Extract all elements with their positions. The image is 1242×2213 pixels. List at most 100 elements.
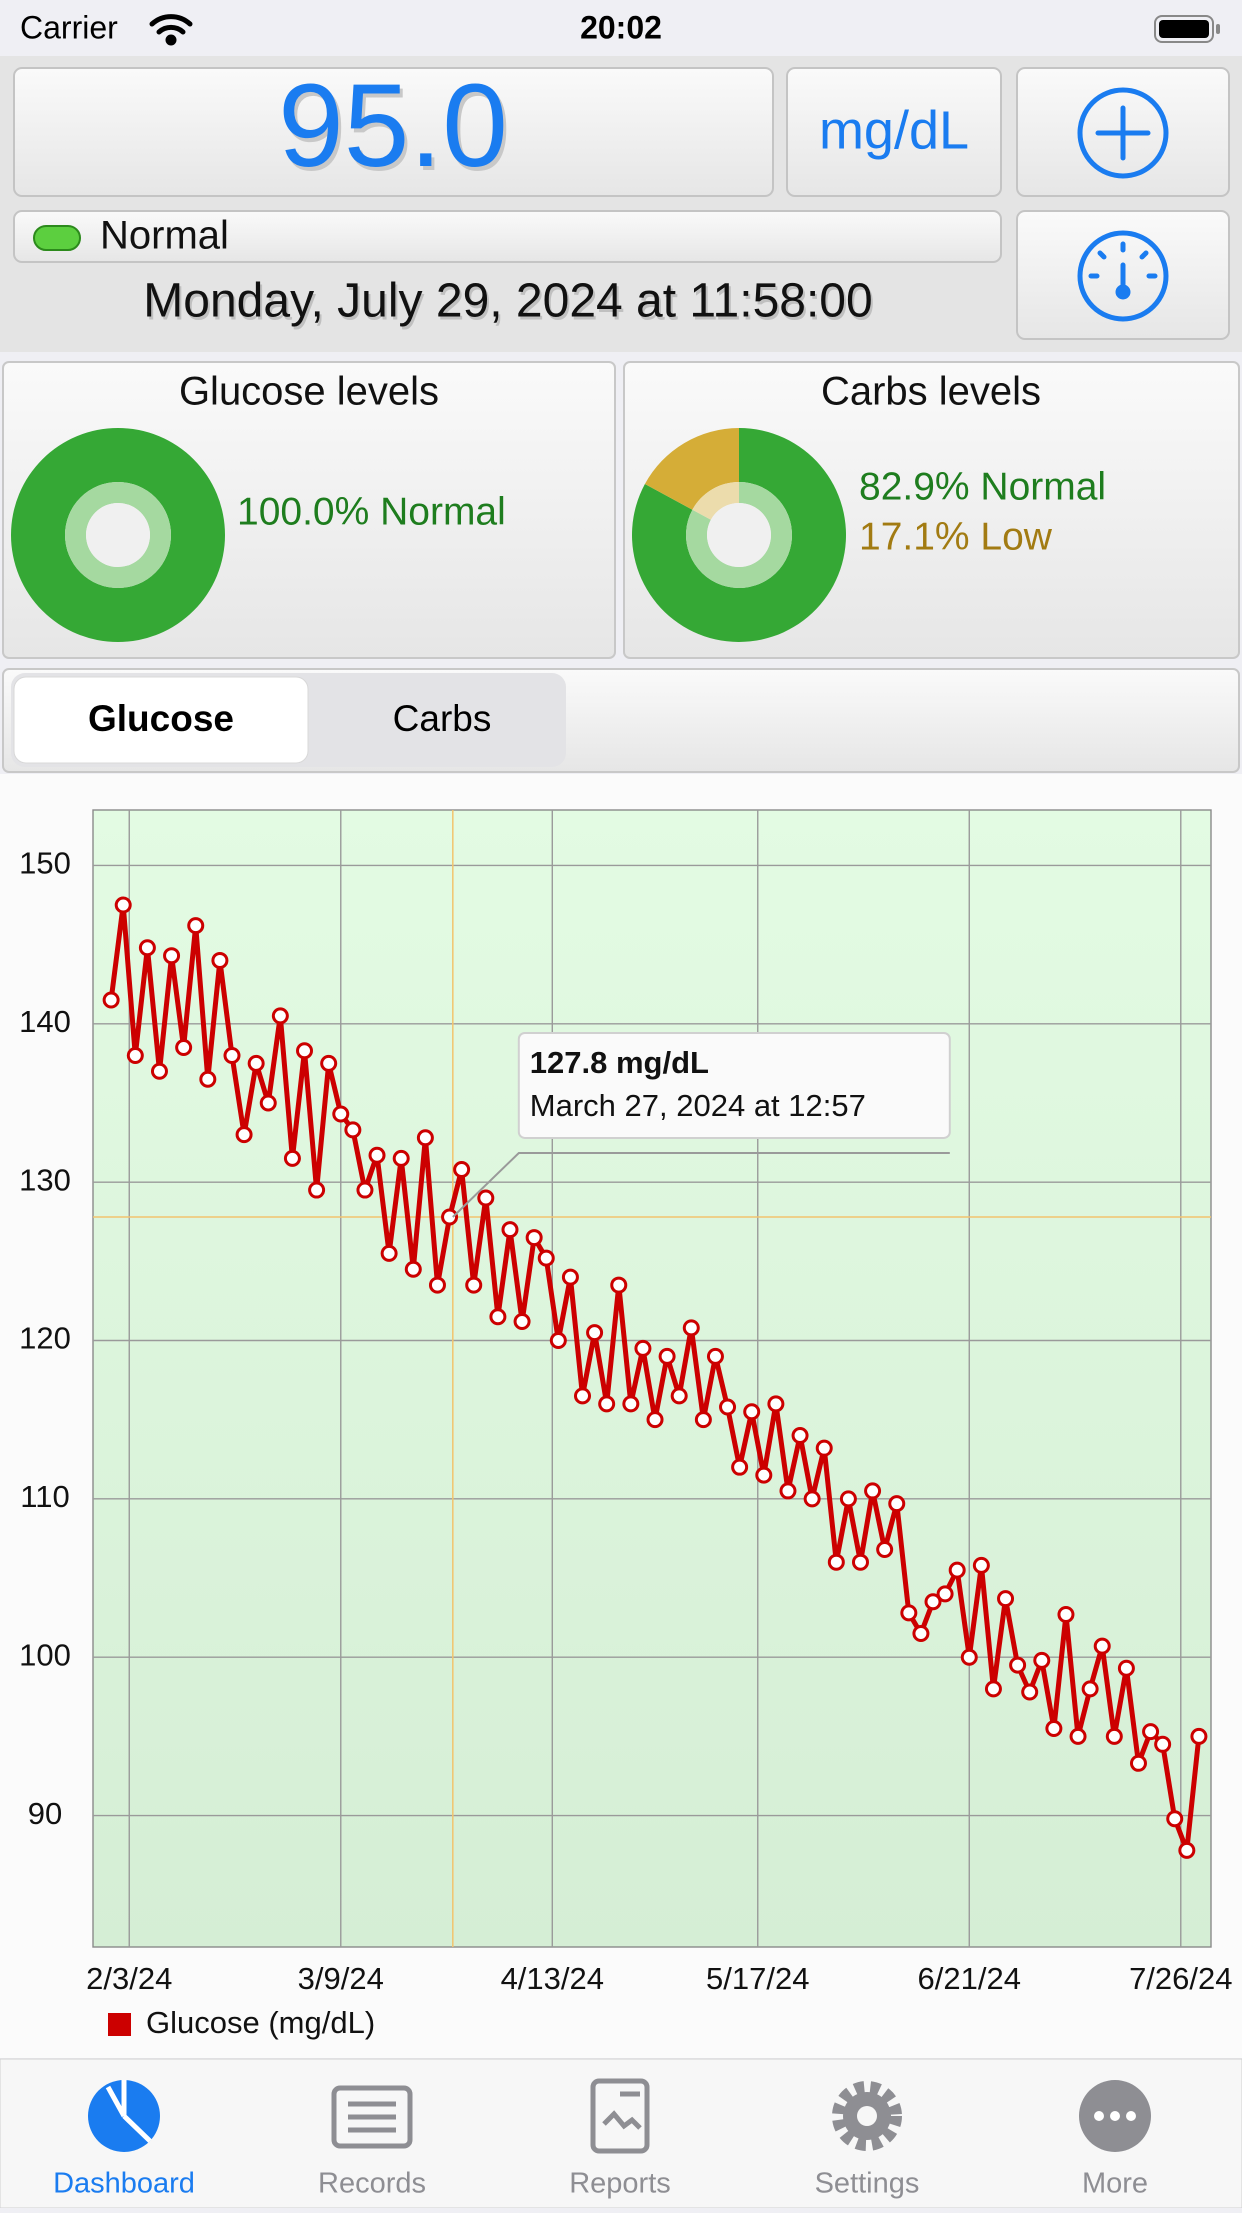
data-point (574, 1387, 592, 1405)
y-tick-label: 90 (28, 1796, 62, 1831)
pie-slice (11, 428, 225, 642)
data-point (477, 1189, 495, 1207)
data-point (428, 1276, 446, 1294)
data-point (610, 1276, 628, 1294)
status-row (13, 210, 1002, 263)
data-point (392, 1149, 410, 1167)
tab-label[interactable]: Dashboard (53, 2168, 195, 2200)
reading-button[interactable] (13, 67, 774, 197)
data-point (320, 1054, 338, 1072)
data-point (138, 939, 156, 957)
pie-inner-slice (686, 482, 793, 588)
data-point (126, 1046, 144, 1064)
data-point (211, 951, 229, 969)
data-point (900, 1604, 918, 1622)
data-point (199, 1070, 217, 1088)
x-tick-label: 3/9/24 (298, 1961, 384, 1996)
pie-label: 17.1% Low (859, 515, 1053, 558)
data-point (525, 1229, 543, 1247)
tab-bar (0, 2058, 1242, 2209)
data-point (936, 1585, 954, 1603)
y-tick-label: 100 (19, 1637, 71, 1672)
data-point (296, 1042, 314, 1060)
y-tick-label: 150 (19, 846, 71, 881)
pie-title: Carbs levels (821, 370, 1041, 414)
y-tick-label: 140 (19, 1004, 71, 1039)
data-point (912, 1624, 930, 1642)
tab-label[interactable]: Records (318, 2168, 426, 2200)
data-point (1045, 1719, 1063, 1737)
reading-value: 95.0 (278, 60, 508, 192)
pie-inner-slice (65, 482, 171, 588)
data-point (1009, 1656, 1027, 1674)
data-point (416, 1129, 434, 1147)
data-point (755, 1466, 773, 1484)
y-tick-label: 130 (19, 1162, 71, 1197)
pie-hole (707, 503, 771, 567)
x-tick-label: 2/3/24 (86, 1961, 172, 1996)
data-point (719, 1398, 737, 1416)
unit-button[interactable] (786, 67, 1002, 197)
data-point (839, 1490, 857, 1508)
data-point (1105, 1727, 1123, 1745)
reading-shadow: 95.0 (281, 64, 511, 196)
data-point (586, 1324, 604, 1342)
data-point (441, 1208, 459, 1226)
data-point (1117, 1659, 1135, 1677)
carrier: Carrier (20, 9, 118, 45)
data-point (537, 1249, 555, 1267)
data-point (489, 1308, 507, 1326)
data-point (404, 1260, 422, 1278)
data-point (924, 1593, 942, 1611)
data-point (501, 1221, 519, 1239)
data-point (1033, 1651, 1051, 1669)
pie-label: 100.0% Normal (237, 490, 506, 533)
tab-label[interactable]: More (1082, 2168, 1148, 2200)
legend-swatch (108, 2013, 131, 2036)
battery-icon (1154, 15, 1220, 43)
dashboard-icon (88, 2080, 160, 2152)
data-point (114, 896, 132, 914)
data-point (997, 1590, 1015, 1608)
plot-area (92, 809, 1212, 1948)
data-point (283, 1149, 301, 1167)
tooltip-value: 127.8 mg/dL (530, 1045, 709, 1080)
segment-selected[interactable] (13, 676, 309, 764)
data-point (682, 1319, 700, 1337)
data-point (356, 1181, 374, 1199)
tooltip-connector (452, 1151, 950, 1218)
tooltip-date: March 27, 2024 at 12:57 (530, 1088, 866, 1123)
data-point (1069, 1727, 1087, 1745)
data-point (972, 1556, 990, 1574)
data-point (163, 947, 181, 965)
x-tick-label: 5/17/24 (706, 1961, 809, 1996)
y-tick-label: 110 (20, 1479, 69, 1514)
legend-label: Glucose (mg/dL) (146, 2005, 375, 2040)
pie-slice (631, 428, 846, 642)
segment[interactable]: Glucose (88, 698, 234, 739)
data-point (888, 1495, 906, 1513)
data-point (1166, 1810, 1184, 1828)
data-point (791, 1427, 809, 1445)
data-point (187, 917, 205, 935)
pie-title: Glucose levels (179, 370, 439, 414)
reading-date: Monday, July 29, 2024 at 11:58:00 (143, 275, 872, 328)
x-tick-label: 6/21/24 (918, 1961, 1021, 1996)
data-point (380, 1244, 398, 1262)
data-point (622, 1395, 640, 1413)
data-point (235, 1126, 253, 1144)
data-point (815, 1439, 833, 1457)
tab-label[interactable]: Settings (815, 2168, 920, 2200)
data-point (634, 1339, 652, 1357)
segment[interactable]: Carbs (393, 698, 492, 739)
data-point (1129, 1754, 1147, 1772)
wifi-icon (149, 14, 193, 46)
tab-label[interactable]: Reports (569, 2168, 671, 2200)
data-point (1057, 1605, 1075, 1623)
data-point (767, 1395, 785, 1413)
data-point (247, 1054, 265, 1072)
pie-label: 82.9% Normal (859, 465, 1106, 508)
status-bar (0, 0, 1242, 56)
